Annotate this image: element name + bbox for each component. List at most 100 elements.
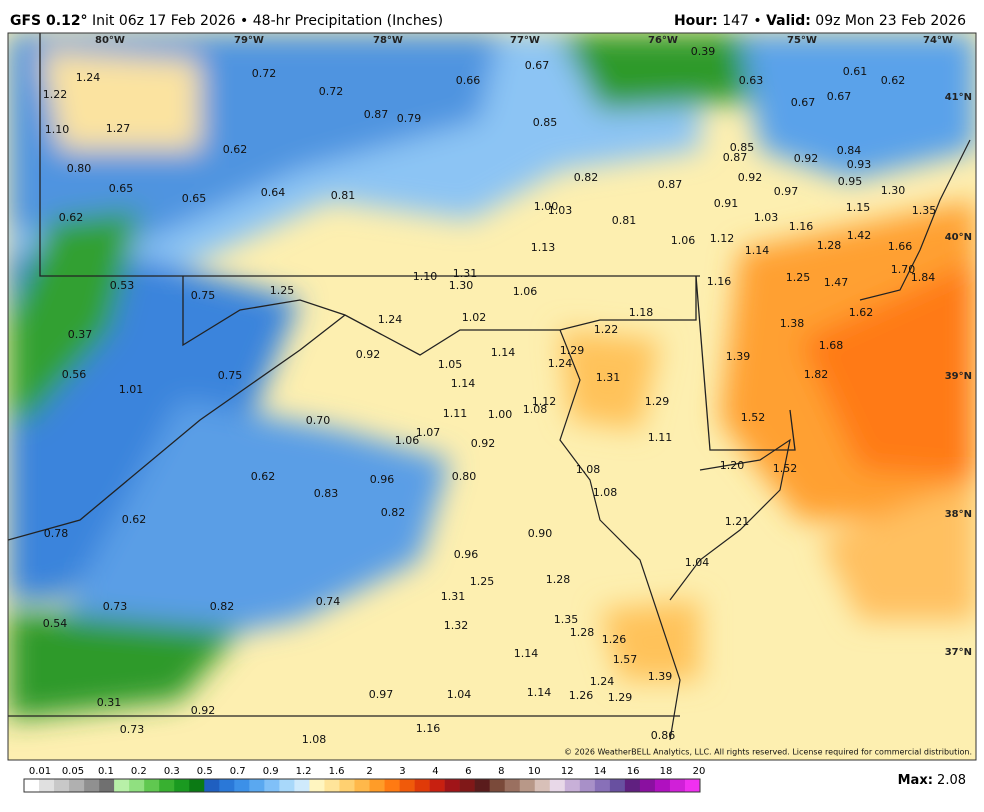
precip-value: 0.80 — [67, 162, 92, 175]
colorbar-swatch — [54, 779, 70, 792]
precip-value: 1.05 — [438, 358, 463, 371]
precip-value: 1.38 — [780, 317, 805, 330]
precip-value: 0.56 — [62, 368, 87, 381]
precip-value: 1.03 — [548, 204, 573, 217]
precip-value: 0.81 — [331, 189, 356, 202]
precip-value: 1.22 — [43, 88, 68, 101]
lon-label: 80°W — [95, 35, 125, 46]
precip-value: 0.62 — [223, 143, 248, 156]
colorbar-label: 0.01 — [29, 766, 51, 777]
precip-value: 0.96 — [370, 473, 395, 486]
colorbar-swatch — [504, 779, 521, 792]
precip-value: 0.82 — [574, 171, 599, 184]
copyright: © 2026 WeatherBELL Analytics, LLC. All r… — [564, 748, 972, 757]
colorbar-label: 0.1 — [98, 766, 114, 777]
colorbar-label: 18 — [660, 766, 673, 777]
precip-value: 1.26 — [602, 633, 627, 646]
precip-value: 1.07 — [416, 426, 441, 439]
precip-value: 1.00 — [534, 200, 559, 213]
precip-value: 1.06 — [671, 234, 696, 247]
precip-value: 0.83 — [314, 487, 339, 500]
precip-value: 0.75 — [218, 369, 243, 382]
colorbar-frame — [23, 778, 701, 793]
precip-value: 1.31 — [596, 371, 621, 384]
colorbar-swatch — [459, 779, 475, 792]
hour-label: Hour: — [674, 13, 718, 29]
precip-value: 0.97 — [774, 185, 799, 198]
precip-value: 1.24 — [378, 313, 403, 326]
colorbar-swatch — [579, 779, 596, 792]
colorbar-swatch — [444, 779, 460, 792]
lat-label: 41°N — [945, 92, 972, 103]
valid: 09z Mon 23 Feb 2026 — [815, 13, 966, 29]
colorbar-swatch — [519, 779, 536, 792]
precip-value: 1.08 — [593, 486, 618, 499]
colorbar-swatch — [294, 779, 310, 792]
precip-value: 1.11 — [443, 407, 468, 420]
precip-value: 0.90 — [528, 527, 553, 540]
precip-value: 0.63 — [739, 74, 764, 87]
precip-value: 1.14 — [745, 244, 770, 257]
precip-value: 0.31 — [97, 696, 122, 709]
lat-label: 38°N — [945, 509, 972, 520]
colorbar-label: 0.3 — [164, 766, 180, 777]
colorbar-swatch — [264, 779, 280, 792]
colorbar-swatch — [594, 779, 611, 792]
precip-value: 1.16 — [707, 275, 732, 288]
colorbar-label: 12 — [561, 766, 574, 777]
precip-value: 1.08 — [302, 733, 327, 746]
colorbar-swatch — [24, 779, 40, 792]
precip-value: 1.28 — [546, 573, 571, 586]
colorbar-swatch — [654, 779, 671, 792]
precip-value: 0.82 — [381, 506, 406, 519]
precip-value: 1.20 — [720, 459, 745, 472]
header-title: Init 06z 17 Feb 2026 • 48-hr Precipitati… — [92, 13, 443, 29]
precip-value: 0.67 — [525, 59, 550, 72]
precip-value: 0.79 — [397, 112, 422, 125]
precip-value: 0.87 — [364, 108, 389, 121]
colorbar-label: 8 — [498, 766, 504, 777]
model: GFS 0.12° — [10, 13, 88, 29]
colorbar-swatch — [624, 779, 641, 792]
colorbar-swatch — [189, 779, 205, 792]
precip-value: 1.28 — [570, 626, 595, 639]
precip-value: 1.82 — [804, 368, 829, 381]
precip-value: 0.39 — [691, 45, 716, 58]
precip-value: 0.75 — [191, 289, 216, 302]
colorbar-swatch — [234, 779, 250, 792]
valid-label: Valid: — [766, 13, 811, 29]
precip-value: 1.39 — [648, 670, 673, 683]
precip-value: 1.70 — [891, 263, 916, 276]
lon-label: 77°W — [510, 35, 540, 46]
precip-value: 1.35 — [554, 613, 579, 626]
precip-value: 1.18 — [629, 306, 654, 319]
precip-value: 0.85 — [730, 141, 755, 154]
precip-value: 1.27 — [106, 122, 131, 135]
precip-value: 1.62 — [849, 306, 874, 319]
precip-value: 1.84 — [911, 271, 936, 284]
colorbar-label: 14 — [594, 766, 607, 777]
colorbar-label: 20 — [693, 766, 706, 777]
colorbar-swatch — [174, 779, 190, 792]
colorbar-swatch — [474, 779, 490, 792]
precip-value: 0.81 — [612, 214, 637, 227]
precip-value: 0.86 — [651, 729, 676, 742]
precip-value: 0.37 — [68, 328, 93, 341]
max-label: Max: — [898, 773, 933, 788]
precip-value: 1.04 — [685, 556, 710, 569]
max-value: 2.08 — [937, 773, 966, 788]
colorbar-swatch — [684, 779, 701, 792]
precip-value: 1.52 — [773, 462, 798, 475]
colorbar-label: 3 — [399, 766, 405, 777]
precip-value: 0.67 — [827, 90, 852, 103]
colorbar-swatch — [309, 779, 325, 792]
precip-value: 0.84 — [837, 144, 862, 157]
precip-value: 1.04 — [447, 688, 472, 701]
precip-value: 1.24 — [548, 357, 573, 370]
precip-value: 1.08 — [523, 403, 548, 416]
precip-value: 1.39 — [726, 350, 751, 363]
precip-value: 1.13 — [531, 241, 556, 254]
precip-value: 0.78 — [44, 527, 69, 540]
precip-value: 1.14 — [514, 647, 539, 660]
colorbar-swatch — [564, 779, 581, 792]
